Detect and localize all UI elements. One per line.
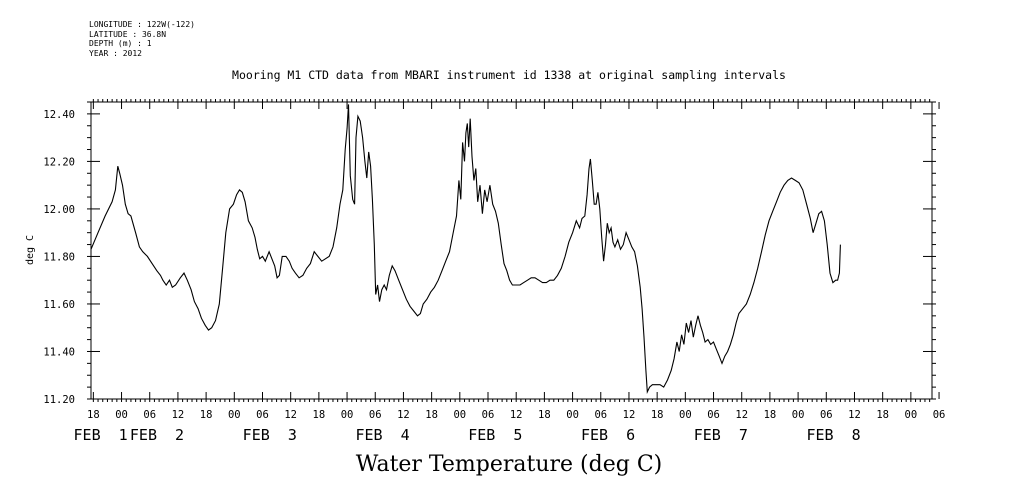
y-tick-label: 11.40 bbox=[43, 346, 75, 358]
y-tick-label: 11.80 bbox=[43, 251, 75, 263]
x-date-label: FEB 5 bbox=[468, 426, 522, 444]
x-date-label: FEB 6 bbox=[581, 426, 635, 444]
y-axis-label: deg C bbox=[25, 235, 36, 265]
x-tick-label: 00 bbox=[792, 409, 805, 421]
x-tick-label: 06 bbox=[820, 409, 833, 421]
x-tick-label: 12 bbox=[284, 409, 297, 421]
chart-title: Mooring M1 CTD data from MBARI instrumen… bbox=[232, 68, 786, 82]
x-axis-label: Water Temperature (deg C) bbox=[355, 452, 663, 477]
minor-ticks bbox=[87, 99, 936, 402]
x-axis-date-labels: FEB 1 FEB 2 FEB 3 FEB 4 FEB 5 FEB 6 FEB 7 FEB 8 bbox=[74, 426, 861, 444]
x-date-label: FEB 7 bbox=[694, 426, 748, 444]
x-tick-label: 12 bbox=[735, 409, 748, 421]
plot-frame bbox=[90, 101, 933, 400]
x-date-label: FEB 3 bbox=[243, 426, 297, 444]
x-tick-label: 18 bbox=[876, 409, 889, 421]
y-axis-ticks: 11.20 11.40 11.60 11.80 12.00 12.20 12.40 bbox=[43, 109, 932, 406]
x-tick-label: 12 bbox=[848, 409, 861, 421]
x-tick-label: 00 bbox=[905, 409, 918, 421]
x-tick-label: 12 bbox=[172, 409, 185, 421]
x-tick-label: 06 bbox=[482, 409, 495, 421]
y-tick-label: 12.20 bbox=[43, 156, 75, 168]
y-tick-label: 11.60 bbox=[43, 299, 75, 311]
year-label: YEAR : 2012 bbox=[89, 48, 142, 58]
x-tick-label: 18 bbox=[764, 409, 777, 421]
x-tick-label: 12 bbox=[397, 409, 410, 421]
x-tick-label: 06 bbox=[143, 409, 156, 421]
y-tick-label: 12.00 bbox=[43, 204, 75, 216]
x-tick-label: 00 bbox=[679, 409, 692, 421]
x-tick-label: 00 bbox=[228, 409, 241, 421]
latitude-label: LATITUDE : 36.8N bbox=[89, 29, 167, 39]
x-date-label: FEB 8 bbox=[806, 426, 860, 444]
x-tick-label: 18 bbox=[651, 409, 664, 421]
x-tick-label: 06 bbox=[369, 409, 382, 421]
x-tick-label: 12 bbox=[510, 409, 523, 421]
x-tick-label: 00 bbox=[341, 409, 354, 421]
x-date-label: FEB 1 bbox=[74, 426, 128, 444]
x-tick-label: 18 bbox=[313, 409, 326, 421]
x-tick-label: 06 bbox=[707, 409, 720, 421]
longitude-label: LONGITUDE : 122W(-122) bbox=[89, 20, 195, 29]
x-tick-label: 18 bbox=[425, 409, 438, 421]
series-line bbox=[90, 104, 841, 395]
x-tick-label: 06 bbox=[933, 409, 946, 421]
x-date-label: FEB 4 bbox=[355, 426, 409, 444]
y-tick-label: 12.40 bbox=[43, 109, 75, 121]
x-tick-label: 18 bbox=[87, 409, 100, 421]
x-tick-label: 00 bbox=[566, 409, 579, 421]
x-tick-label: 06 bbox=[594, 409, 607, 421]
mooring-metadata: LONGITUDE : 122W(-122) LATITUDE : 36.8N … bbox=[89, 20, 195, 58]
x-tick-label: 00 bbox=[115, 409, 128, 421]
x-tick-label: 12 bbox=[623, 409, 636, 421]
x-date-label: FEB 2 bbox=[130, 426, 184, 444]
x-axis-ticks: 18 00 06 12 18 00 06 12 18 00 06 12 18 00 06 12 18 00 06 12… bbox=[87, 102, 945, 421]
y-tick-label: 11.20 bbox=[43, 394, 75, 406]
x-tick-label: 18 bbox=[200, 409, 213, 421]
depth-label: DEPTH (m) : 1 bbox=[89, 39, 152, 48]
x-tick-label: 06 bbox=[256, 409, 269, 421]
x-tick-label: 18 bbox=[538, 409, 551, 421]
x-tick-label: 00 bbox=[453, 409, 466, 421]
